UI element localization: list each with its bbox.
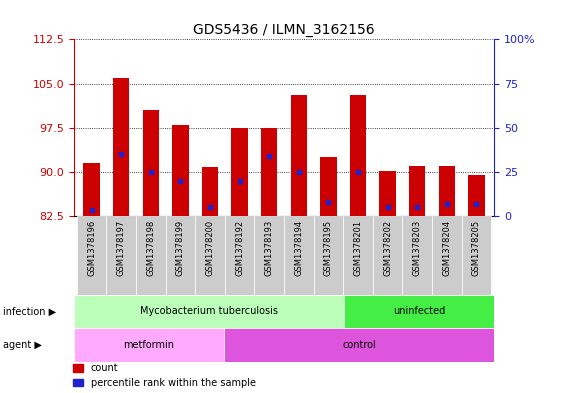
Text: uninfected: uninfected xyxy=(393,307,445,316)
Bar xyxy=(172,125,189,216)
Text: GSM1378201: GSM1378201 xyxy=(353,220,362,276)
Title: GDS5436 / ILMN_3162156: GDS5436 / ILMN_3162156 xyxy=(193,23,375,37)
Bar xyxy=(462,216,491,295)
Bar xyxy=(232,128,248,216)
Text: GSM1378199: GSM1378199 xyxy=(176,220,185,276)
Text: GSM1378203: GSM1378203 xyxy=(413,220,421,276)
Bar xyxy=(113,77,130,216)
Bar xyxy=(77,216,106,295)
Bar xyxy=(254,216,284,295)
Bar xyxy=(143,110,159,216)
Bar xyxy=(224,328,494,362)
Bar xyxy=(106,216,136,295)
Text: infection ▶: infection ▶ xyxy=(3,307,56,316)
Text: GSM1378200: GSM1378200 xyxy=(206,220,215,276)
Bar xyxy=(350,95,366,216)
Text: GSM1378196: GSM1378196 xyxy=(87,220,96,276)
Bar xyxy=(409,166,425,216)
Text: GSM1378205: GSM1378205 xyxy=(472,220,481,276)
Text: GSM1378198: GSM1378198 xyxy=(147,220,155,276)
Text: Mycobacterium tuberculosis: Mycobacterium tuberculosis xyxy=(140,307,278,316)
Text: GSM1378202: GSM1378202 xyxy=(383,220,392,276)
Bar xyxy=(402,216,432,295)
Text: GSM1378197: GSM1378197 xyxy=(116,220,126,276)
Bar xyxy=(202,167,218,216)
Bar xyxy=(74,328,224,362)
Bar xyxy=(373,216,402,295)
Text: metformin: metformin xyxy=(123,340,174,350)
Bar xyxy=(166,216,195,295)
Bar xyxy=(284,216,314,295)
Text: agent ▶: agent ▶ xyxy=(3,340,41,350)
Text: GSM1378194: GSM1378194 xyxy=(294,220,303,276)
Bar xyxy=(468,175,485,216)
Bar xyxy=(195,216,225,295)
Bar xyxy=(432,216,462,295)
Text: GSM1378195: GSM1378195 xyxy=(324,220,333,276)
Text: GSM1378204: GSM1378204 xyxy=(442,220,452,276)
Text: control: control xyxy=(342,340,376,350)
Bar xyxy=(344,295,494,328)
Bar xyxy=(74,295,344,328)
Bar xyxy=(438,166,455,216)
Bar xyxy=(261,128,277,216)
Bar xyxy=(83,163,100,216)
Bar xyxy=(379,171,396,216)
Bar xyxy=(320,157,337,216)
Text: GSM1378192: GSM1378192 xyxy=(235,220,244,276)
Bar xyxy=(291,95,307,216)
Legend: count, percentile rank within the sample: count, percentile rank within the sample xyxy=(73,363,256,388)
Bar xyxy=(343,216,373,295)
Text: GSM1378193: GSM1378193 xyxy=(265,220,274,276)
Bar xyxy=(314,216,343,295)
Bar xyxy=(136,216,166,295)
Bar xyxy=(225,216,254,295)
